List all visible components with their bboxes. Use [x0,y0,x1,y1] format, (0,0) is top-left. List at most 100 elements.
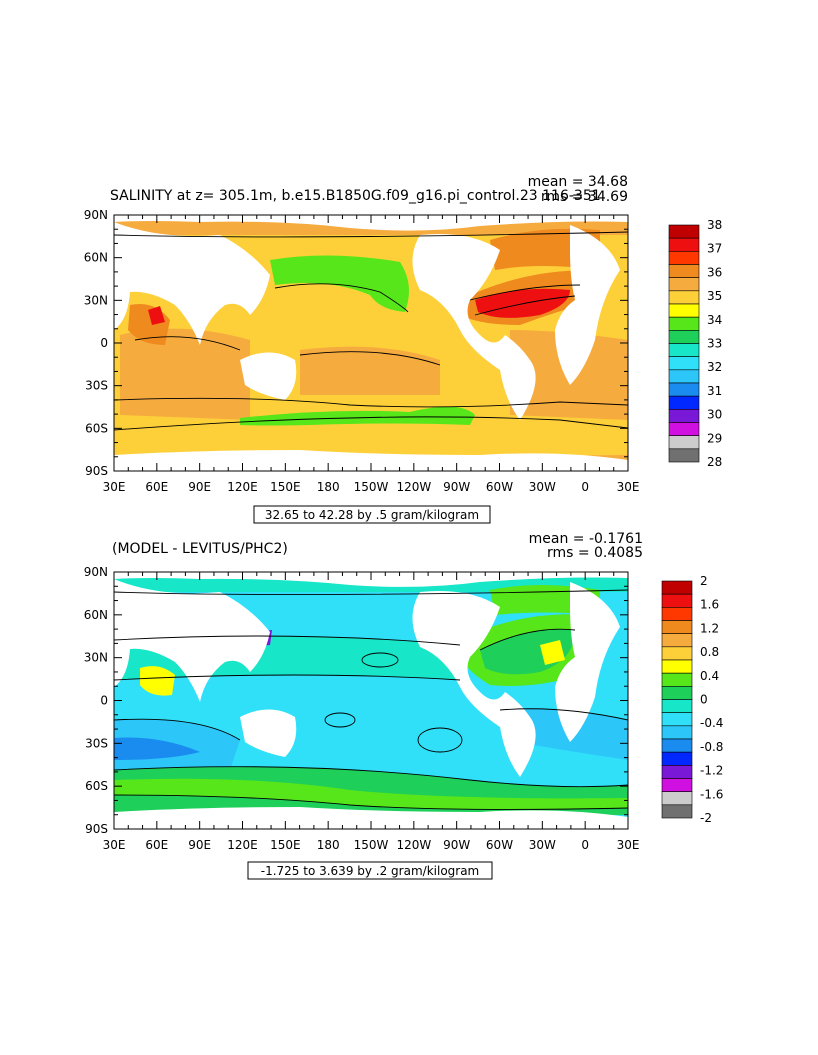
colorbar-label: 31 [707,384,722,398]
colorbar-swatch [668,251,700,265]
colorbar-swatch [668,356,700,371]
colorbar-swatch [668,316,700,331]
panel-title: (MODEL - LEVITUS/PHC2) [112,541,288,557]
colorbar-swatch [668,422,700,436]
colorbar-swatch [661,765,693,779]
colorbar-label: 35 [707,289,722,303]
gulf-stream-max [540,640,565,665]
lat-label: 60S [85,779,108,793]
colorbar-swatch [668,330,700,344]
lon-label: 30W [529,838,556,852]
lon-label: 90W [443,480,470,494]
colorbar-label: 38 [707,218,722,232]
contour-lines [114,231,628,431]
australia [240,709,297,757]
africa-europe [555,582,620,742]
lon-label: 90E [188,838,211,852]
lon-label: 30E [103,480,126,494]
colorbar-swatch [668,237,700,252]
lon-label: 0 [581,838,589,852]
lon-label: 150E [270,838,301,852]
lat-label: 60N [84,608,108,622]
africa-europe [555,225,620,385]
colorbar: 38 37 36 35 34 33 32 31 30 29 28 [668,218,722,469]
lon-label: 30E [617,480,640,494]
lat-label: 60S [85,421,108,435]
circumpolar-band [114,778,628,810]
colorbar: 2 1.6 1.2 0.8 0.4 0 -0.4 -0.8 -1.2 -1.6 -2 [661,574,723,825]
colorbar-swatch [661,659,693,674]
lon-label: 90E [188,480,211,494]
australia [240,352,297,400]
colorbar-swatch [661,699,693,713]
lat-label: 30N [84,293,108,307]
colorbar-swatch [661,620,693,634]
colorbar-swatch [661,580,693,595]
lon-label: 60W [486,480,513,494]
east-africa-edge [114,647,130,687]
lon-label: 30E [617,838,640,852]
lat-label: 90S [85,822,108,836]
colorbar-swatch [668,435,700,450]
colorbar-swatch [661,686,693,700]
asia [114,579,270,702]
lon-label: 30E [103,838,126,852]
colorbar-swatch [668,264,700,278]
colorbar-swatch [661,791,693,806]
colorbar-swatch [668,303,700,318]
lat-label: 90N [84,208,108,222]
range-box: 32.65 to 42.28 by .5 gram/kilogram [253,505,491,524]
range-box: -1.725 to 3.639 by .2 gram/kilogram [247,861,493,880]
lon-label: 0 [581,480,589,494]
rms-stat: rms = 34.69 [541,189,628,205]
circumpolar-strip [240,406,475,426]
difference-panel: (MODEL - LEVITUS/PHC2) mean = -0.1761 rm… [84,531,723,880]
lon-label: 120W [396,480,431,494]
colorbar-label: -1.6 [700,787,723,801]
colorbar-label: 28 [707,455,722,469]
lon-label: 120E [227,838,258,852]
mean-stat: mean = -0.1761 [529,531,643,547]
colorbar-label: 30 [707,408,722,422]
lon-label: 120W [396,838,431,852]
colorbar-label: -2 [700,811,712,825]
lat-label: 30S [85,379,108,393]
colorbar-label: 29 [707,431,722,445]
contour-lines [114,589,628,810]
lat-label: 90S [85,464,108,478]
colorbar-label: 37 [707,242,722,256]
colorbar-swatch [661,593,693,608]
red-sea [148,306,165,325]
colorbar-label: 33 [707,337,722,351]
colorbar-swatch [668,369,700,384]
lon-label: 60E [145,838,168,852]
colorbar-swatch [661,607,693,621]
lon-label: 30W [529,480,556,494]
colorbar-swatch [661,751,693,766]
lon-label: 180 [317,838,340,852]
colorbar-label: 1.6 [700,598,719,612]
colorbar-label: 0 [700,693,708,707]
colorbar-swatch [668,382,700,397]
asia [114,222,270,345]
mean-stat: mean = 34.68 [528,174,628,190]
panel-title: SALINITY at z= 305.1m, b.e15.B1850G.f09_… [110,188,601,204]
lat-label: 0 [100,336,108,350]
lon-label: 60E [145,480,168,494]
rms-stat: rms = 0.4085 [547,545,643,561]
colorbar-swatch [668,277,700,292]
colorbar-label: 0.8 [700,645,719,659]
north-pacific-fresh [270,255,409,312]
colorbar-swatch [668,448,700,463]
colorbar-label: -0.8 [700,740,723,754]
colorbar-swatch [668,343,700,357]
lon-label: 90W [443,838,470,852]
lat-label: 30S [85,736,108,750]
indian-min [114,737,200,760]
lon-label: 120E [227,480,258,494]
colorbar-swatch [668,224,700,239]
colorbar-label: 36 [707,265,722,279]
range-label: -1.725 to 3.639 by .2 gram/kilogram [261,864,480,878]
americas [412,234,536,420]
